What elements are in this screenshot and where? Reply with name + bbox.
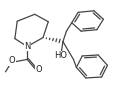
Text: N: N	[24, 42, 30, 51]
Text: O: O	[36, 65, 42, 74]
Text: HO: HO	[54, 52, 67, 60]
Text: O: O	[9, 56, 15, 65]
